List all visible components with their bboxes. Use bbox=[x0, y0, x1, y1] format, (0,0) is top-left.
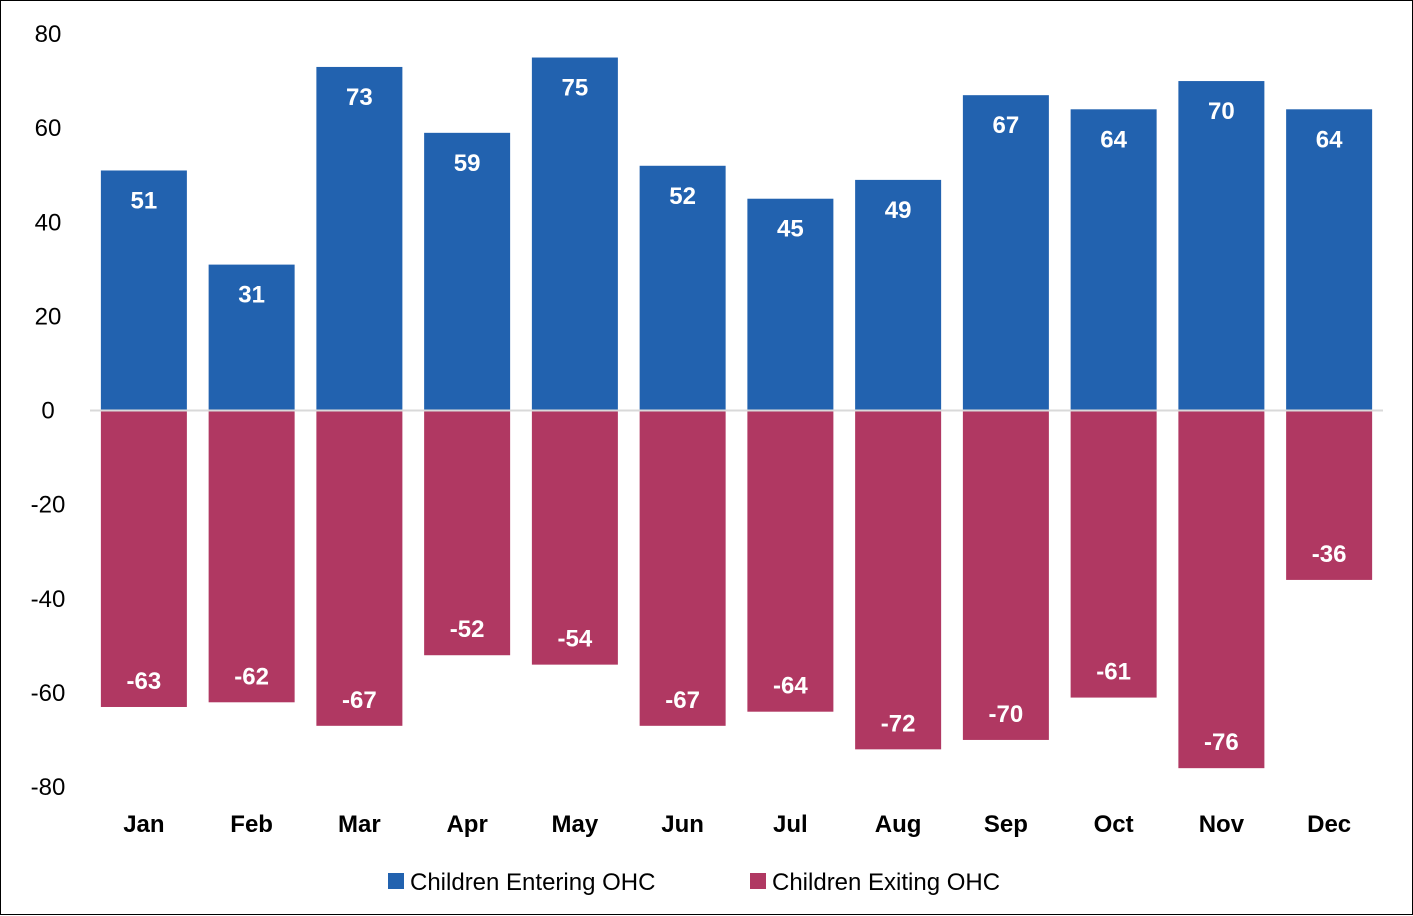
y-tick-label: -40 bbox=[31, 586, 66, 613]
y-tick-label: 0 bbox=[41, 398, 54, 425]
bar-exiting-jan bbox=[100, 410, 187, 707]
y-tick-label: -60 bbox=[31, 680, 66, 707]
label-exiting-jul: -64 bbox=[773, 673, 808, 700]
legend: Children Entering OHC Children Exiting OH… bbox=[388, 869, 1000, 896]
x-axis: Jan Feb Mar Apr May Jun Jul Aug Sep Oct Nov Dec bbox=[123, 811, 1351, 838]
legend-item-entering: Children Entering OHC bbox=[388, 869, 655, 896]
bar-entering-jun bbox=[639, 165, 726, 411]
bar-entering-oct bbox=[1070, 109, 1157, 411]
label-exiting-jan: -63 bbox=[127, 668, 162, 695]
bar-exiting-mar bbox=[316, 410, 403, 726]
x-tick-label-dec: Dec bbox=[1307, 811, 1351, 838]
bar-entering-sep bbox=[962, 95, 1049, 411]
legend-label: Children Exiting OHC bbox=[772, 869, 1000, 896]
label-entering-aug: 49 bbox=[885, 197, 912, 224]
label-exiting-may: -54 bbox=[558, 626, 593, 653]
label-entering-mar: 73 bbox=[346, 84, 373, 111]
x-tick-label-jun: Jun bbox=[661, 811, 704, 838]
y-axis: 80 60 40 20 0 -20 -40 -60 -80 bbox=[31, 21, 1383, 801]
y-tick-label: -20 bbox=[31, 492, 66, 519]
bar-entering-nov bbox=[1178, 81, 1265, 411]
bar-exiting-feb bbox=[208, 410, 295, 703]
bar-entering-jan bbox=[100, 170, 187, 411]
legend-swatch bbox=[388, 873, 404, 889]
label-exiting-dec: -36 bbox=[1312, 541, 1347, 568]
y-tick-label: 40 bbox=[35, 209, 62, 236]
bar-exiting-apr bbox=[424, 410, 511, 656]
label-exiting-oct: -61 bbox=[1096, 659, 1131, 686]
bar-exiting-jul bbox=[747, 410, 834, 712]
label-entering-apr: 59 bbox=[454, 150, 481, 177]
label-exiting-mar: -67 bbox=[342, 687, 377, 714]
x-tick-label-may: May bbox=[552, 811, 599, 838]
bar-entering-mar bbox=[316, 66, 403, 411]
label-exiting-nov: -76 bbox=[1204, 729, 1239, 756]
x-tick-label-sep: Sep bbox=[984, 811, 1028, 838]
x-tick-label-feb: Feb bbox=[230, 811, 273, 838]
bar-exiting-nov bbox=[1178, 410, 1265, 769]
bar-exiting-dec bbox=[1286, 410, 1373, 580]
bar-entering-dec bbox=[1286, 109, 1373, 411]
legend-item-exiting: Children Exiting OHC bbox=[750, 869, 1000, 896]
legend-label: Children Entering OHC bbox=[410, 869, 655, 896]
bar-exiting-oct bbox=[1070, 410, 1157, 698]
bar-exiting-aug bbox=[855, 410, 942, 750]
label-entering-jul: 45 bbox=[777, 216, 804, 243]
label-entering-oct: 64 bbox=[1100, 126, 1127, 153]
label-exiting-jun: -67 bbox=[665, 687, 700, 714]
data-labels-layer: 51 31 73 59 75 52 45 49 67 64 70 64 -63 -62 -67 -52 -54 -… bbox=[127, 75, 1347, 757]
label-exiting-aug: -72 bbox=[881, 710, 916, 737]
bars-layer bbox=[100, 57, 1373, 769]
x-tick-label-jan: Jan bbox=[123, 811, 164, 838]
label-entering-may: 75 bbox=[562, 75, 589, 102]
y-tick-label: 20 bbox=[35, 303, 62, 330]
x-tick-label-jul: Jul bbox=[773, 811, 808, 838]
y-tick-label: 80 bbox=[35, 21, 62, 48]
bar-exiting-sep bbox=[962, 410, 1049, 740]
label-entering-jan: 51 bbox=[131, 187, 158, 214]
bar-entering-jul bbox=[747, 198, 834, 411]
label-entering-feb: 31 bbox=[238, 282, 265, 309]
label-exiting-sep: -70 bbox=[989, 701, 1024, 728]
label-entering-nov: 70 bbox=[1208, 98, 1235, 125]
x-tick-label-aug: Aug bbox=[875, 811, 922, 838]
label-entering-sep: 67 bbox=[993, 112, 1020, 139]
label-entering-jun: 52 bbox=[669, 183, 696, 210]
x-tick-label-nov: Nov bbox=[1199, 811, 1245, 838]
legend-swatch bbox=[750, 873, 766, 889]
bar-entering-apr bbox=[424, 132, 511, 411]
label-entering-dec: 64 bbox=[1316, 126, 1343, 153]
x-tick-label-apr: Apr bbox=[446, 811, 487, 838]
bar-exiting-jun bbox=[639, 410, 726, 726]
label-exiting-apr: -52 bbox=[450, 616, 485, 643]
y-tick-label: 60 bbox=[35, 115, 62, 142]
bar-entering-aug bbox=[855, 179, 942, 411]
x-tick-label-mar: Mar bbox=[338, 811, 381, 838]
x-tick-label-oct: Oct bbox=[1094, 811, 1134, 838]
y-tick-label: -80 bbox=[31, 774, 66, 801]
bar-entering-may bbox=[531, 57, 618, 411]
label-exiting-feb: -62 bbox=[234, 663, 269, 690]
bar-entering-feb bbox=[208, 264, 295, 411]
bar-exiting-may bbox=[531, 410, 618, 665]
